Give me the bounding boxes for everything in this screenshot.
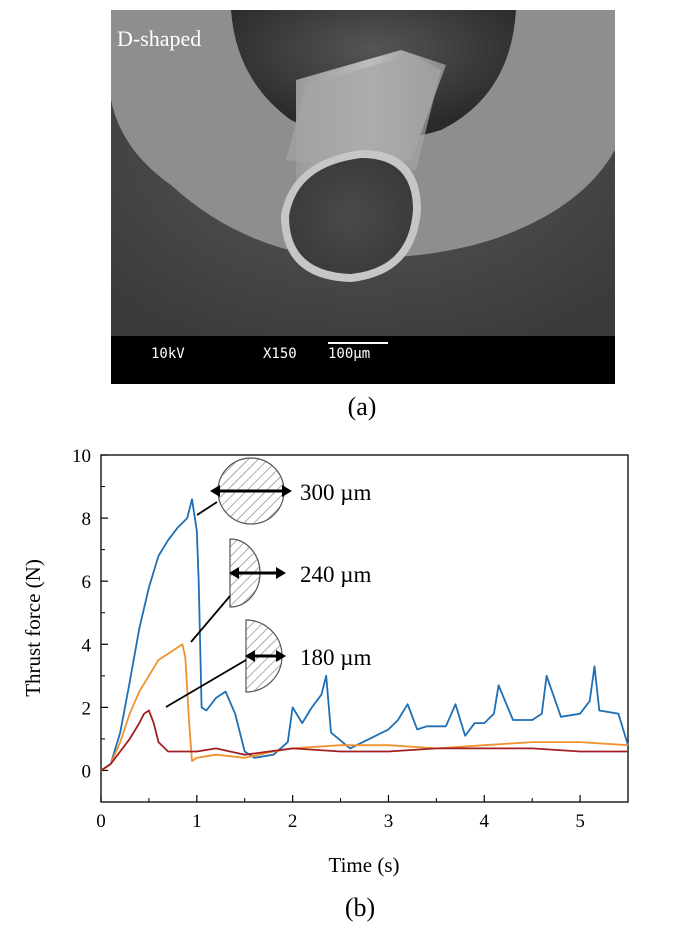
caption-b: (b) [344,893,376,922]
sem-scale-length: 100µm [328,346,370,362]
annotation-180: 180 µm [300,645,372,670]
y-tick-label: 8 [82,509,92,530]
y-tick-label: 2 [82,698,92,719]
sem-magnification: X150 [263,346,297,362]
x-tick-label: 1 [192,811,202,832]
x-tick-label: 3 [384,811,394,832]
series-line-0 [100,498,629,772]
series-line-2 [100,709,628,772]
x-tick-label: 4 [480,811,490,832]
y-tick-label: 10 [72,446,91,467]
thrust-force-chart: 0 1 2 3 4 5 0 2 4 6 8 10 300 µm 240 µm 180 µm Time (s… [21,446,629,877]
annotation-layer: 300 µm 240 µm 180 µm [165,457,372,708]
y-tick-label: 0 [82,761,92,782]
arrowheads-300 [210,485,292,497]
x-tick-label: 5 [575,811,585,832]
leader-line-180 [165,659,247,708]
annotation-240: 240 µm [300,562,372,587]
arrowheads-180 [245,650,286,662]
leader-line-300 [196,501,218,516]
leader-line-240 [190,595,231,643]
x-axis-title: Time (s) [329,853,400,877]
sem-image: D-shaped 10kV X150 100µm [111,10,615,384]
x-tick-label: 2 [288,811,298,832]
caption-a: (a) [347,392,377,421]
plot-frame [100,454,629,803]
y-tick-label: 4 [82,635,92,656]
y-tick-label: 6 [82,572,92,593]
sem-label: D-shaped [117,26,201,51]
y-axis-title: Thrust force (N) [21,559,45,697]
series-layer [100,498,629,772]
annotation-300: 300 µm [300,480,372,505]
sem-voltage: 10kV [151,346,185,362]
x-tick-label: 0 [96,811,106,832]
axes: 0 1 2 3 4 5 0 2 4 6 8 10 [72,446,629,832]
